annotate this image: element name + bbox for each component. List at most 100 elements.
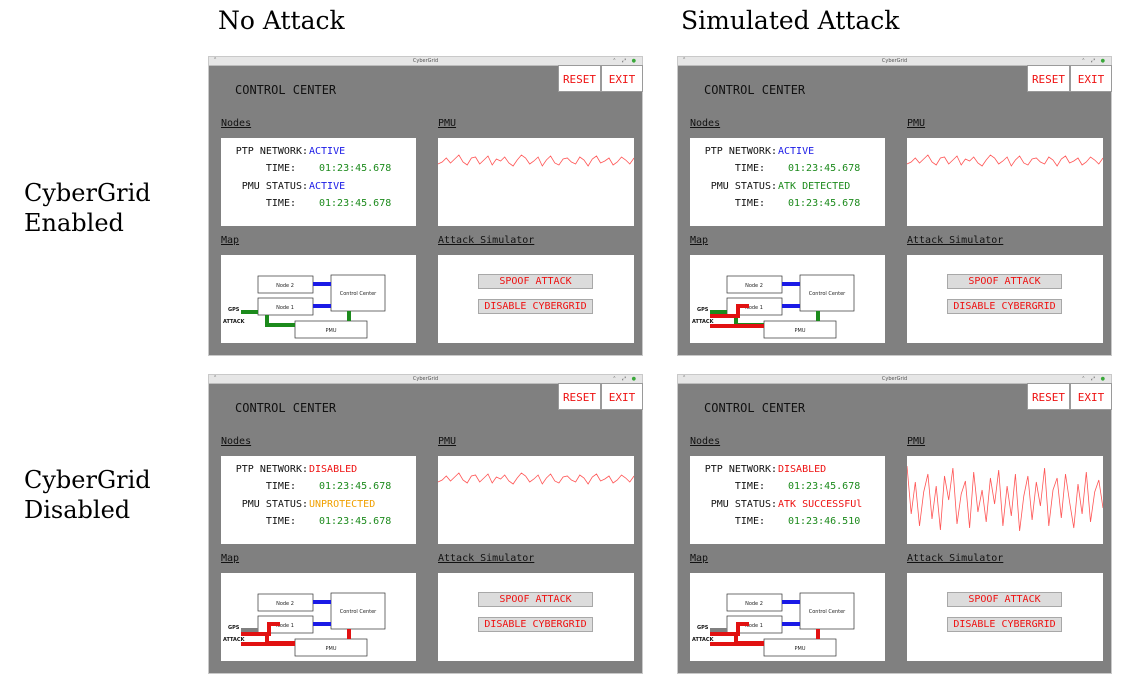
pmu-time-value: 01:23:45.678 xyxy=(788,198,861,209)
window-close-icon[interactable]: ● xyxy=(1100,376,1107,382)
ptp-network-value: DISABLED xyxy=(309,464,358,475)
grid-map-diagram: Node 2 Node 1 Control Center PMU GPS ATT… xyxy=(692,274,855,339)
window-close-icon[interactable]: ● xyxy=(631,58,638,64)
window-close-icon[interactable]: ● xyxy=(1100,58,1107,64)
exit-button[interactable]: EXIT xyxy=(601,65,643,92)
control-center-title: CONTROL CENTER xyxy=(235,83,337,97)
map-pmu-box xyxy=(294,320,368,339)
disable-cybergrid-button[interactable]: DISABLE CYBERGRID xyxy=(947,299,1062,314)
column-header-simulated-attack: Simulated Attack xyxy=(681,6,900,35)
pmu-section-label: PMU xyxy=(907,436,926,447)
map-node1-label: Node 1 xyxy=(745,305,763,311)
attack-simulator-label: Attack Simulator xyxy=(438,553,535,564)
row-header-enabled-line1: CyberGrid xyxy=(24,179,151,207)
pmu-time-value: 01:23:45.678 xyxy=(319,516,392,527)
spoof-attack-button[interactable]: SPOOF ATTACK xyxy=(947,592,1062,607)
attack-simulator-label: Attack Simulator xyxy=(907,235,1004,246)
exit-button[interactable]: EXIT xyxy=(1070,383,1112,410)
disable-cybergrid-button[interactable]: DISABLE CYBERGRID xyxy=(478,617,593,632)
exit-button[interactable]: EXIT xyxy=(601,383,643,410)
map-node2-label: Node 2 xyxy=(745,283,763,289)
window-menu-icon[interactable]: ⌃ xyxy=(213,375,218,381)
grid-map-diagram: Node 2 Node 1 Control Center PMU GPS ATT… xyxy=(223,274,386,339)
grid-map-box: Node 2 Node 1 Control Center PMU GPS ATT… xyxy=(690,573,885,661)
attack-simulator-box: SPOOF ATTACK DISABLE CYBERGRID xyxy=(907,573,1103,661)
nodes-status-box: PTP NETWORK: ACTIVE TIME: 01:23:45.678 P… xyxy=(221,138,416,226)
map-attack-label: ATTACK xyxy=(692,319,715,325)
attack-simulator-label: Attack Simulator xyxy=(438,235,535,246)
map-gps-link-pmu xyxy=(265,315,295,327)
ptp-network-value: ACTIVE xyxy=(309,146,346,157)
window-controls-glyph[interactable]: ⌃ ⤢ xyxy=(1081,58,1098,64)
ptp-network-label: PTP NETWORK: xyxy=(235,464,308,475)
window-controls-glyph[interactable]: ⌃ ⤢ xyxy=(1081,376,1098,382)
window-controls[interactable]: ⌃ ⤢ ● xyxy=(612,57,638,65)
ptp-time-label: TIME: xyxy=(734,481,765,492)
reset-button[interactable]: RESET xyxy=(1027,65,1070,92)
window-controls-glyph[interactable]: ⌃ ⤢ xyxy=(612,376,629,382)
window-controls-glyph[interactable]: ⌃ ⤢ xyxy=(612,58,629,64)
pmu-section-label: PMU xyxy=(438,118,457,129)
map-pmu-box xyxy=(763,320,837,339)
pmu-signal-line xyxy=(438,154,634,167)
spoof-attack-button[interactable]: SPOOF ATTACK xyxy=(947,274,1062,289)
window-controls[interactable]: ⌃ ⤢ ● xyxy=(1081,375,1107,383)
pmu-status-label: PMU STATUS: xyxy=(710,181,777,192)
map-attack-link xyxy=(710,304,749,318)
map-gps-label: GPS xyxy=(697,625,709,631)
reset-button[interactable]: RESET xyxy=(558,65,601,92)
map-control-center-label: Control Center xyxy=(809,609,846,615)
map-gps-link-pmu xyxy=(734,315,764,327)
map-pmu-label: PMU xyxy=(795,646,806,652)
pmu-time-label: TIME: xyxy=(265,198,296,209)
cybergrid-window-enabled-attack: ⌃ CyberGrid ⌃ ⤢ ● CONTROL CENTER RESET E… xyxy=(677,56,1112,356)
map-control-center-label: Control Center xyxy=(340,291,377,297)
window-menu-icon[interactable]: ⌃ xyxy=(682,375,687,381)
map-pmu-label: PMU xyxy=(795,328,806,334)
pmu-time-value: 01:23:45.678 xyxy=(319,198,392,209)
window-titlebar: ⌃ CyberGrid ⌃ ⤢ ● xyxy=(678,57,1111,66)
pmu-time-label: TIME: xyxy=(265,516,296,527)
attack-simulator-box: SPOOF ATTACK DISABLE CYBERGRID xyxy=(438,255,634,343)
row-header-disabled-line2: Disabled xyxy=(24,496,131,524)
nodes-status-box: PTP NETWORK: ACTIVE TIME: 01:23:45.678 P… xyxy=(690,138,885,226)
window-controls[interactable]: ⌃ ⤢ ● xyxy=(1081,57,1107,65)
nodes-section-label: Nodes xyxy=(221,436,252,447)
map-gps-link-pmu xyxy=(734,633,764,645)
map-attack-label: ATTACK xyxy=(223,637,246,643)
pmu-status-label: PMU STATUS: xyxy=(241,499,308,510)
map-attack-link xyxy=(241,622,280,636)
reset-button[interactable]: RESET xyxy=(1027,383,1070,410)
reset-button[interactable]: RESET xyxy=(558,383,601,410)
pmu-signal-line xyxy=(907,465,1103,532)
map-control-center-label: Control Center xyxy=(340,609,377,615)
map-pmu-label: PMU xyxy=(326,646,337,652)
map-node1-label: Node 1 xyxy=(745,623,763,629)
window-menu-icon[interactable]: ⌃ xyxy=(213,57,218,63)
ptp-network-value: ACTIVE xyxy=(778,146,815,157)
window-controls[interactable]: ⌃ ⤢ ● xyxy=(612,375,638,383)
map-attack-label: ATTACK xyxy=(223,319,246,325)
nodes-section-label: Nodes xyxy=(690,436,721,447)
map-gps-label: GPS xyxy=(697,307,709,313)
spoof-attack-button[interactable]: SPOOF ATTACK xyxy=(478,274,593,289)
window-titlebar: ⌃ CyberGrid ⌃ ⤢ ● xyxy=(678,375,1111,384)
exit-button[interactable]: EXIT xyxy=(1070,65,1112,92)
window-titlebar: ⌃ CyberGrid ⌃ ⤢ ● xyxy=(209,57,642,66)
window-close-icon[interactable]: ● xyxy=(631,376,638,382)
map-node2-label: Node 2 xyxy=(276,601,294,607)
window-menu-icon[interactable]: ⌃ xyxy=(682,57,687,63)
pmu-status-value: ATK SUCCESSFUl xyxy=(778,499,863,510)
map-attack-label: ATTACK xyxy=(692,637,715,643)
grid-map-box: Node 2 Node 1 Control Center PMU GPS ATT… xyxy=(221,255,416,343)
ptp-network-label: PTP NETWORK: xyxy=(704,464,777,475)
disable-cybergrid-button[interactable]: DISABLE CYBERGRID xyxy=(478,299,593,314)
spoof-attack-button[interactable]: SPOOF ATTACK xyxy=(478,592,593,607)
ptp-network-value: DISABLED xyxy=(778,464,827,475)
ptp-time-label: TIME: xyxy=(734,163,765,174)
pmu-status-value: UNPROTECTED xyxy=(309,499,376,510)
cybergrid-window-disabled-no-attack: ⌃ CyberGrid ⌃ ⤢ ● CONTROL CENTER RESET E… xyxy=(208,374,643,674)
disable-cybergrid-button[interactable]: DISABLE CYBERGRID xyxy=(947,617,1062,632)
grid-map-diagram: Node 2 Node 1 Control Center PMU GPS ATT… xyxy=(223,592,386,657)
pmu-signal-line xyxy=(907,154,1103,167)
